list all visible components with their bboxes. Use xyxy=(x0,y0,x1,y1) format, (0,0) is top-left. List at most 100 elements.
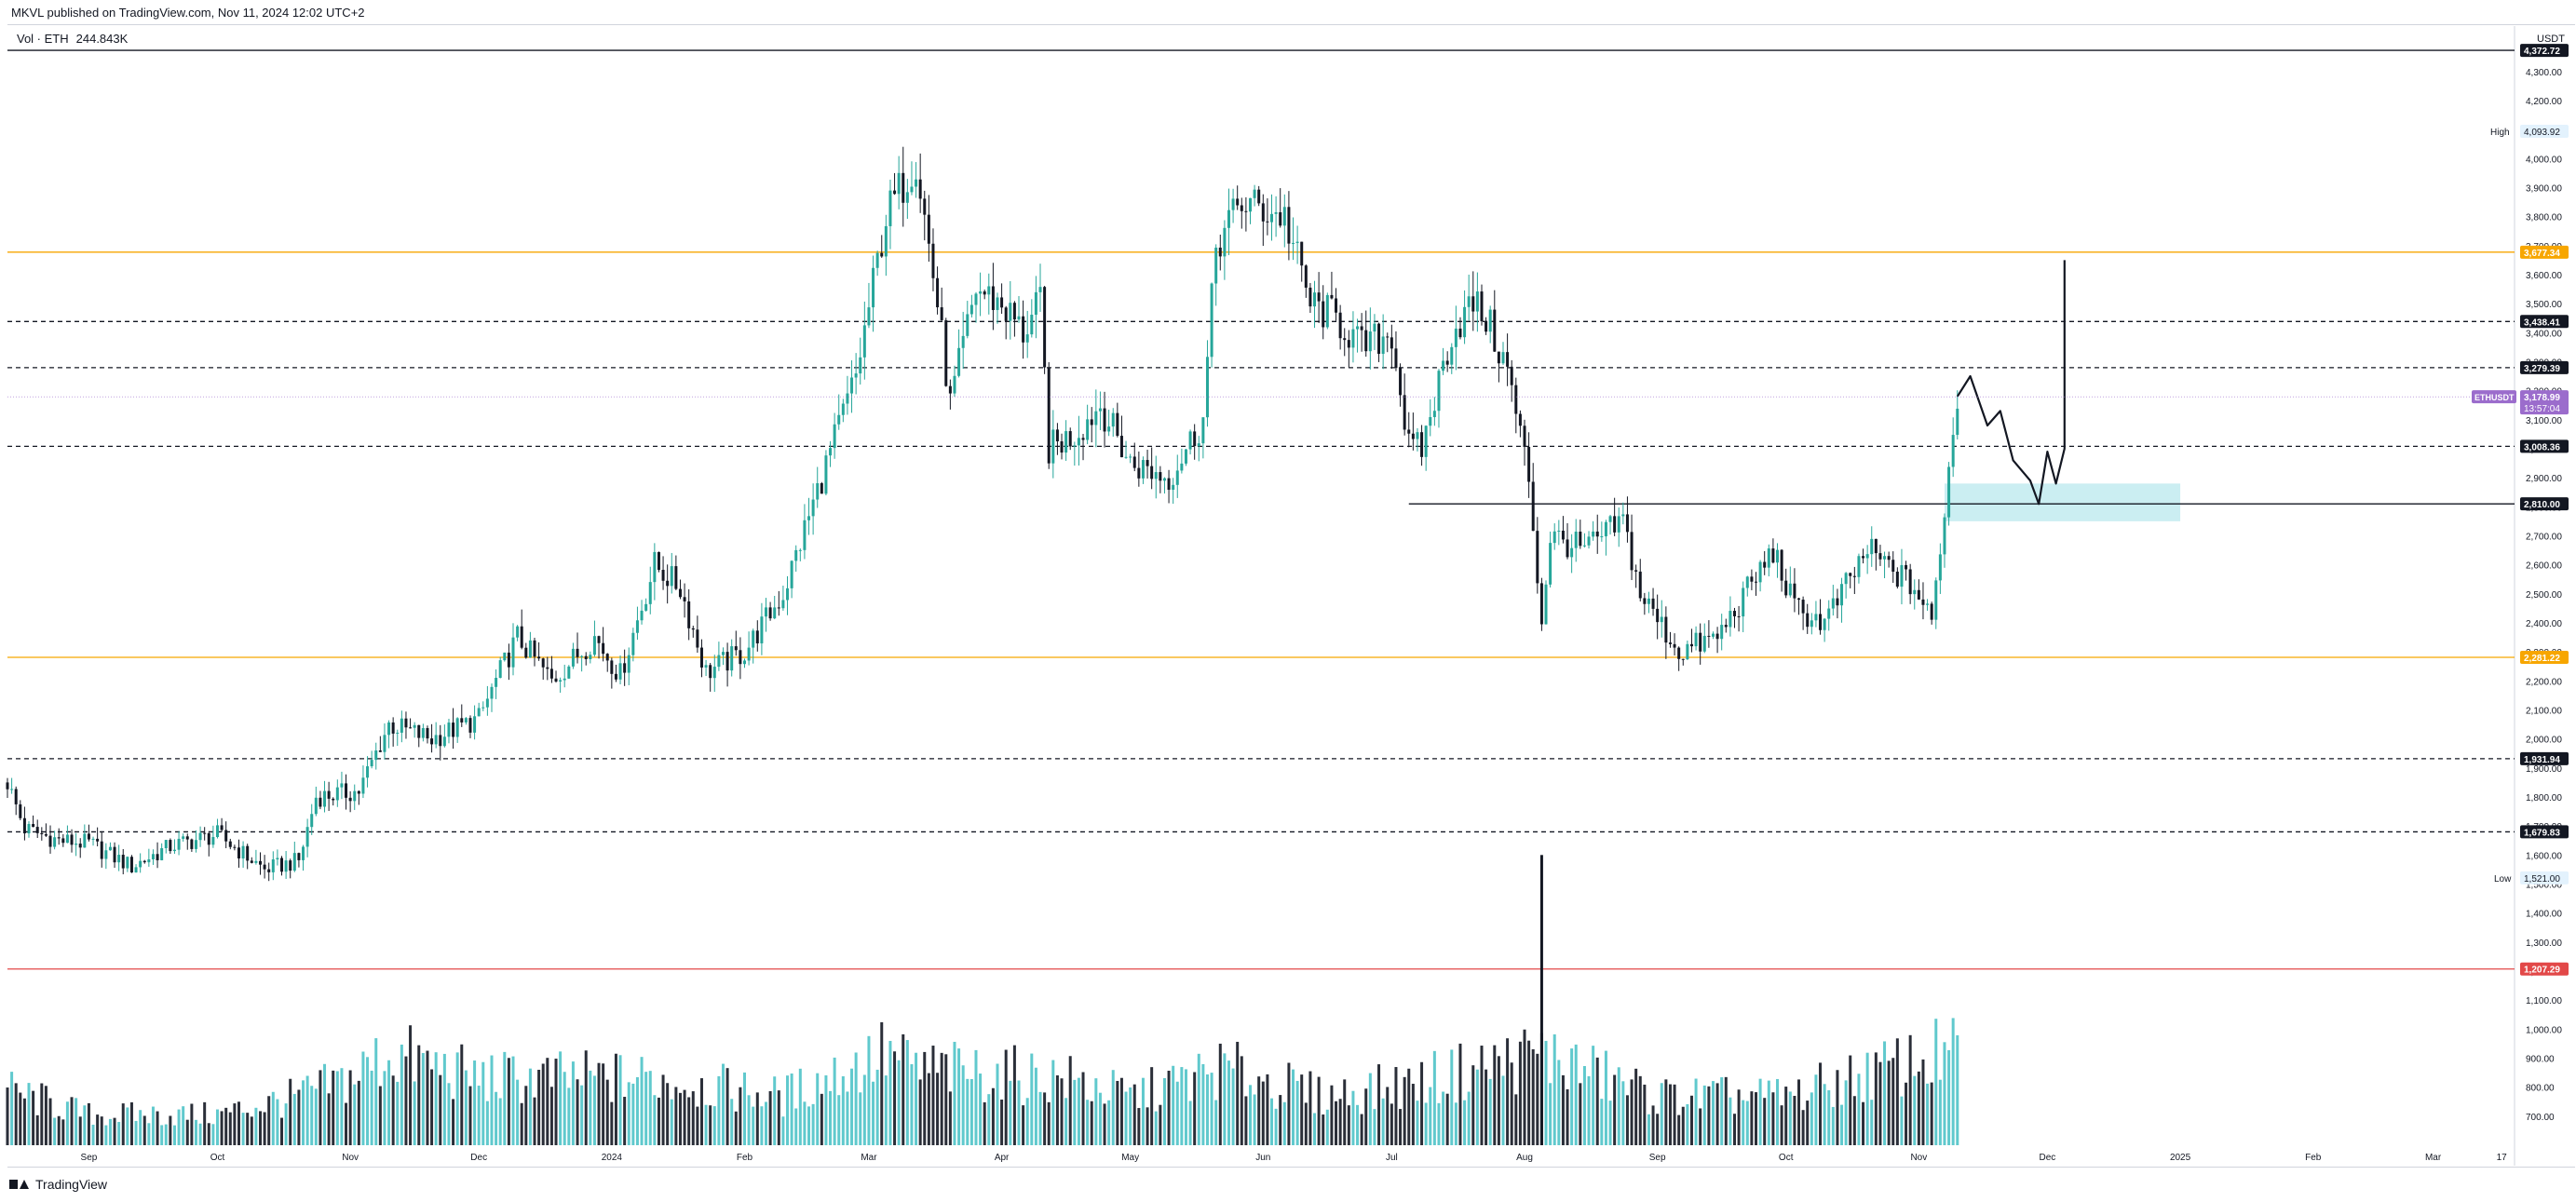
y-tick-label: 4,200.00 xyxy=(2526,97,2562,107)
volume-bar xyxy=(1905,1082,1908,1145)
volume-bar xyxy=(10,1072,14,1145)
candle-body xyxy=(1004,307,1008,321)
candle-body xyxy=(1240,205,1243,211)
volume-bar xyxy=(477,1086,481,1145)
level-price-label: 3,438.41 xyxy=(2524,317,2560,328)
candle-body xyxy=(507,652,510,668)
candle-body xyxy=(966,314,969,336)
volume-bar xyxy=(1214,1100,1218,1145)
candle-body xyxy=(936,277,940,308)
volume-bar xyxy=(314,1088,318,1145)
candle-body xyxy=(640,610,644,621)
candle-body xyxy=(1442,360,1445,371)
candle-body xyxy=(1132,456,1136,468)
candle-body xyxy=(121,855,125,869)
volume-bar xyxy=(567,1087,571,1145)
candle-body xyxy=(1471,296,1475,312)
volume-bar xyxy=(182,1106,185,1145)
candle-body xyxy=(134,867,138,873)
volume-bar xyxy=(875,1069,879,1145)
candle-body xyxy=(760,616,764,644)
candle-body xyxy=(803,520,807,550)
volume-bar xyxy=(537,1070,541,1145)
volume-bar xyxy=(409,1025,413,1145)
candle-body xyxy=(447,723,451,737)
candle-body xyxy=(1878,553,1882,560)
candle-body xyxy=(1630,532,1634,571)
volume-bar xyxy=(1857,1074,1861,1145)
candle-body xyxy=(537,656,541,659)
level-price-tag xyxy=(2520,315,2569,329)
candle-body xyxy=(27,824,31,834)
volume-bar xyxy=(1926,1083,1930,1145)
candle-body xyxy=(276,858,279,860)
volume-bar xyxy=(1043,1092,1047,1145)
low-marker-value: 1,521.00 xyxy=(2524,874,2560,885)
candle-body xyxy=(1677,647,1681,659)
volume-bar xyxy=(203,1101,207,1145)
volume-bar xyxy=(1643,1084,1647,1145)
volume-bar xyxy=(1938,1079,1942,1145)
volume-bar xyxy=(1506,1038,1510,1145)
volume-bar xyxy=(1788,1091,1792,1145)
candle-body xyxy=(648,582,652,604)
candle-body xyxy=(1351,329,1355,348)
level-price-label: 2,810.00 xyxy=(2524,500,2560,510)
volume-bar xyxy=(798,1068,802,1145)
volume-bar xyxy=(918,1079,922,1145)
volume-bar xyxy=(1737,1089,1741,1145)
volume-bar xyxy=(442,1053,446,1145)
volume-bar xyxy=(1930,1082,1933,1145)
volume-bar xyxy=(370,1070,373,1145)
volume-bar xyxy=(1951,1018,1955,1145)
volume-bar xyxy=(104,1125,108,1145)
level-price-tag xyxy=(2520,825,2569,839)
volume-bar xyxy=(503,1051,507,1145)
candle-body xyxy=(198,832,202,841)
candle-body xyxy=(1758,561,1762,583)
volume-bar xyxy=(292,1093,296,1145)
volume-bar xyxy=(670,1099,673,1145)
volume-bar xyxy=(961,1065,965,1145)
level-price-label: 3,279.39 xyxy=(2524,364,2560,374)
x-tick-label: Feb xyxy=(2305,1153,2322,1163)
candle-body xyxy=(1124,456,1128,458)
volume-bar xyxy=(310,1086,314,1145)
candle-body xyxy=(305,827,309,847)
volume-legend-label: Vol · ETH xyxy=(17,32,69,46)
volume-bar xyxy=(142,1115,146,1145)
footer-brand[interactable]: TradingView xyxy=(9,1177,107,1192)
volume-bar xyxy=(957,1048,961,1145)
volume-bar xyxy=(185,1119,189,1145)
volume-bar xyxy=(884,1075,888,1145)
candle-body xyxy=(1338,312,1342,339)
volume-bar xyxy=(468,1086,472,1145)
volume-bar xyxy=(653,1095,657,1145)
y-tick-label: 1,000.00 xyxy=(2526,1025,2562,1035)
volume-bar xyxy=(915,1052,918,1145)
candle-body xyxy=(674,566,678,589)
candle-body xyxy=(884,225,888,257)
volume-bar xyxy=(717,1075,721,1145)
volume-bar xyxy=(121,1103,125,1145)
candle-body xyxy=(1480,291,1484,322)
candle-body xyxy=(464,718,468,723)
y-tick-label: 2,100.00 xyxy=(2526,706,2562,716)
candle-body xyxy=(19,804,22,818)
candle-body xyxy=(1064,431,1068,453)
volume-bar xyxy=(948,1091,952,1145)
candle-body xyxy=(169,840,172,852)
volume-bar xyxy=(126,1107,129,1145)
candle-body xyxy=(1776,549,1780,563)
candle-body xyxy=(1857,556,1861,577)
candle-body xyxy=(1608,516,1612,522)
volume-bar xyxy=(1022,1105,1025,1145)
x-tick-label: Feb xyxy=(737,1153,753,1163)
volume-bar xyxy=(1086,1100,1090,1145)
volume-bar xyxy=(1159,1104,1162,1145)
volume-bar xyxy=(1030,1053,1034,1145)
candle-body xyxy=(1579,531,1582,547)
candle-body xyxy=(1514,385,1518,414)
candle-body xyxy=(524,647,528,658)
